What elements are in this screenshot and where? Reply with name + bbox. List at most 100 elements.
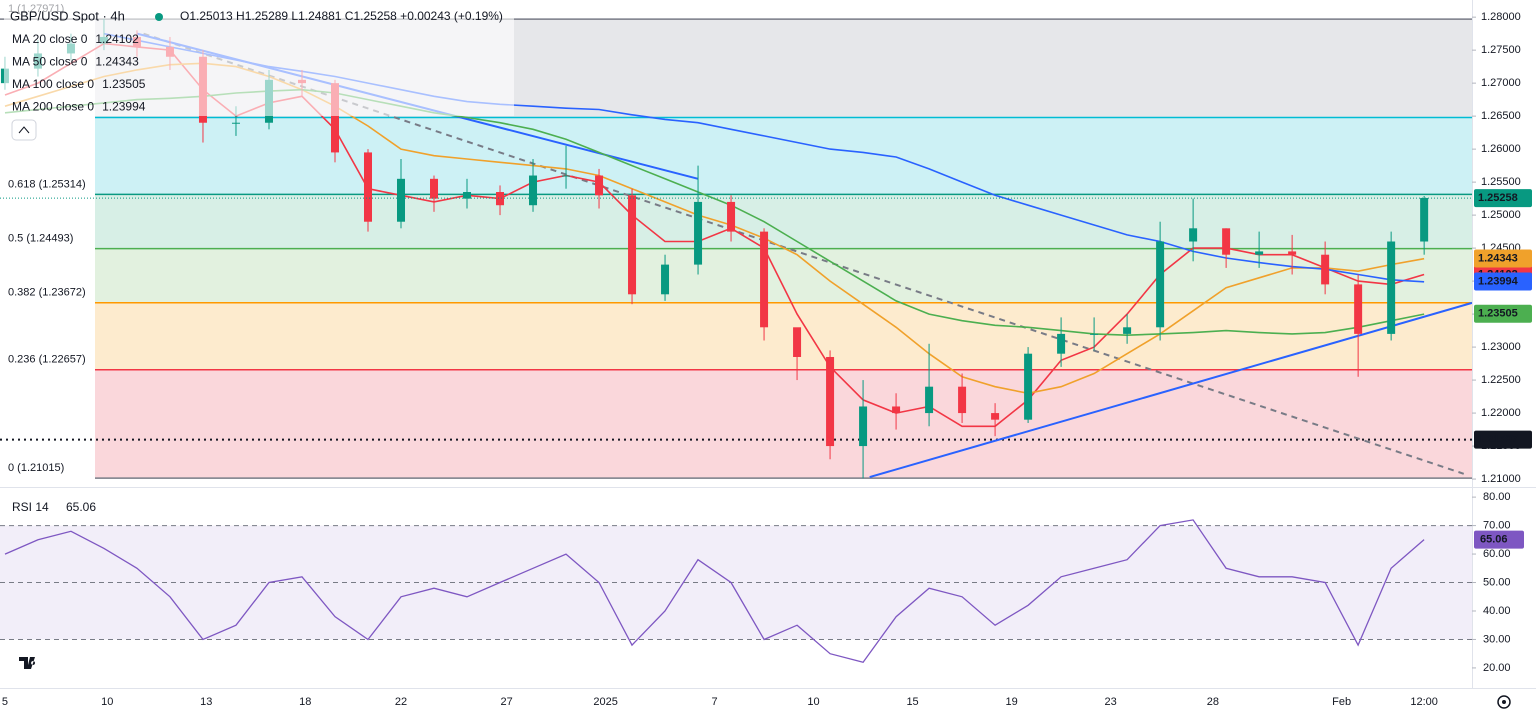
fib-label: 0 (1.21015) [8,462,64,474]
rsi-tag [1474,530,1524,549]
candle-body [496,192,505,206]
x-tick-label: 13 [200,696,212,708]
x-tick-label: 10 [807,696,819,708]
candle-body [1387,241,1396,334]
x-tick-label: 28 [1207,696,1219,708]
fib-band [95,248,1472,303]
x-tick-label: 10 [101,696,113,708]
fib-label: 0.236 (1.22657) [8,354,86,366]
rsi-pane [0,519,1472,663]
candle-body [859,406,868,447]
x-tick-label: 19 [1005,696,1017,708]
price-pane [0,18,1473,479]
legend-background [4,4,514,116]
price-tag-label: 1.21597 [1478,434,1518,446]
candle-body [958,386,967,414]
candle-body [991,413,1000,420]
candle-body [330,83,339,153]
fib-label: 0.5 (1.24493) [8,232,73,244]
candle-body [694,201,703,265]
fib-band [95,369,1472,479]
collapse-button[interactable] [11,119,37,141]
rsi-value: 65.06 [66,500,96,514]
y-tick-label: 1.27000 [1481,77,1521,89]
fib-band [95,302,1472,370]
y-tick-label: 20.00 [1483,662,1511,674]
y-tick-label: 80.00 [1483,491,1511,503]
settings-button[interactable] [1497,695,1511,709]
candle-body [892,406,901,414]
candle-body [364,152,372,222]
candle-body [628,195,637,295]
candle-body [1057,333,1066,354]
trendline [869,301,1473,479]
y-tick-label: 1.28000 [1481,11,1521,23]
candle-body [1024,353,1033,420]
y-tick-label: 1.23000 [1481,341,1521,353]
candle-body [826,356,835,447]
candle-body [1354,284,1363,334]
y-tick-label: 1.21000 [1481,473,1521,485]
y-tick-label: 1.26500 [1481,110,1521,122]
price-tag-label: 1.23505 [1478,308,1518,320]
candle-body [1222,228,1231,255]
logo [19,657,36,669]
candle-body [925,386,934,414]
legend-value: 1.23994 [102,100,146,114]
price-tag [1474,430,1532,449]
x-tick-label: 15 [906,696,918,708]
price-tag [1474,304,1532,323]
symbol-title: GBP/USD Spot · 4h [10,8,125,23]
y-tick-label: 1.22000 [1481,407,1521,419]
legend-value: 1.24102 [95,32,139,46]
fib-band [95,117,1472,195]
x-tick-label: 5 [2,696,8,708]
legend-value: 1.24343 [95,55,139,69]
price-tag-label: 1.24343 [1478,252,1518,264]
rsi-tag-label: 65.06 [1480,534,1508,546]
candle-body [1255,251,1264,255]
y-tick-label: 70.00 [1483,519,1511,531]
candle-body [760,231,769,328]
candle-body [1189,228,1198,242]
y-tick-label: 1.25500 [1481,176,1521,188]
candle-body [1156,241,1165,328]
candle-body [397,178,406,222]
x-tick-label: 27 [500,696,512,708]
candle-body [231,122,240,124]
y-tick-label: 1.26000 [1481,143,1521,155]
price-tag-label: 1.25258 [1478,192,1518,204]
x-tick-label: Feb [1332,696,1351,708]
legend-name: MA 50 close 0 [12,55,88,69]
fib-label: 0.382 (1.23672) [8,287,86,299]
collapse-icon [18,126,30,134]
candle-body [1288,251,1297,255]
candle-body [727,201,736,232]
market-status [155,13,163,21]
y-tick-label: 1.22500 [1481,374,1521,386]
fib-label: 0.618 (1.25314) [8,178,86,190]
y-tick-label: 1.27500 [1481,44,1521,56]
candle-body [529,175,538,206]
price-tag-label: 1.23994 [1478,275,1519,287]
series-line [4,519,1425,663]
candle-body [661,264,670,295]
candle-body [595,175,604,196]
y-tick-label: 40.00 [1483,605,1511,617]
x-tick-label: 23 [1104,696,1116,708]
ohlc-values: O1.25013 H1.25289 L1.24881 C1.25258 +0.0… [180,9,503,23]
price-tag [1474,249,1532,268]
y-tick-label: 30.00 [1483,633,1511,645]
candle-body [1123,327,1132,334]
price-tag [1474,272,1532,291]
legend-name: MA 200 close 0 [12,100,94,114]
settings-icon [1502,700,1506,704]
rsi-name: RSI 14 [12,500,49,514]
candle-body [463,192,472,199]
x-tick-label: 22 [395,696,407,708]
candle-body [1090,333,1099,335]
candle-body [793,327,802,357]
price-tag [1474,189,1532,208]
legend-value: 1.23505 [102,77,146,91]
